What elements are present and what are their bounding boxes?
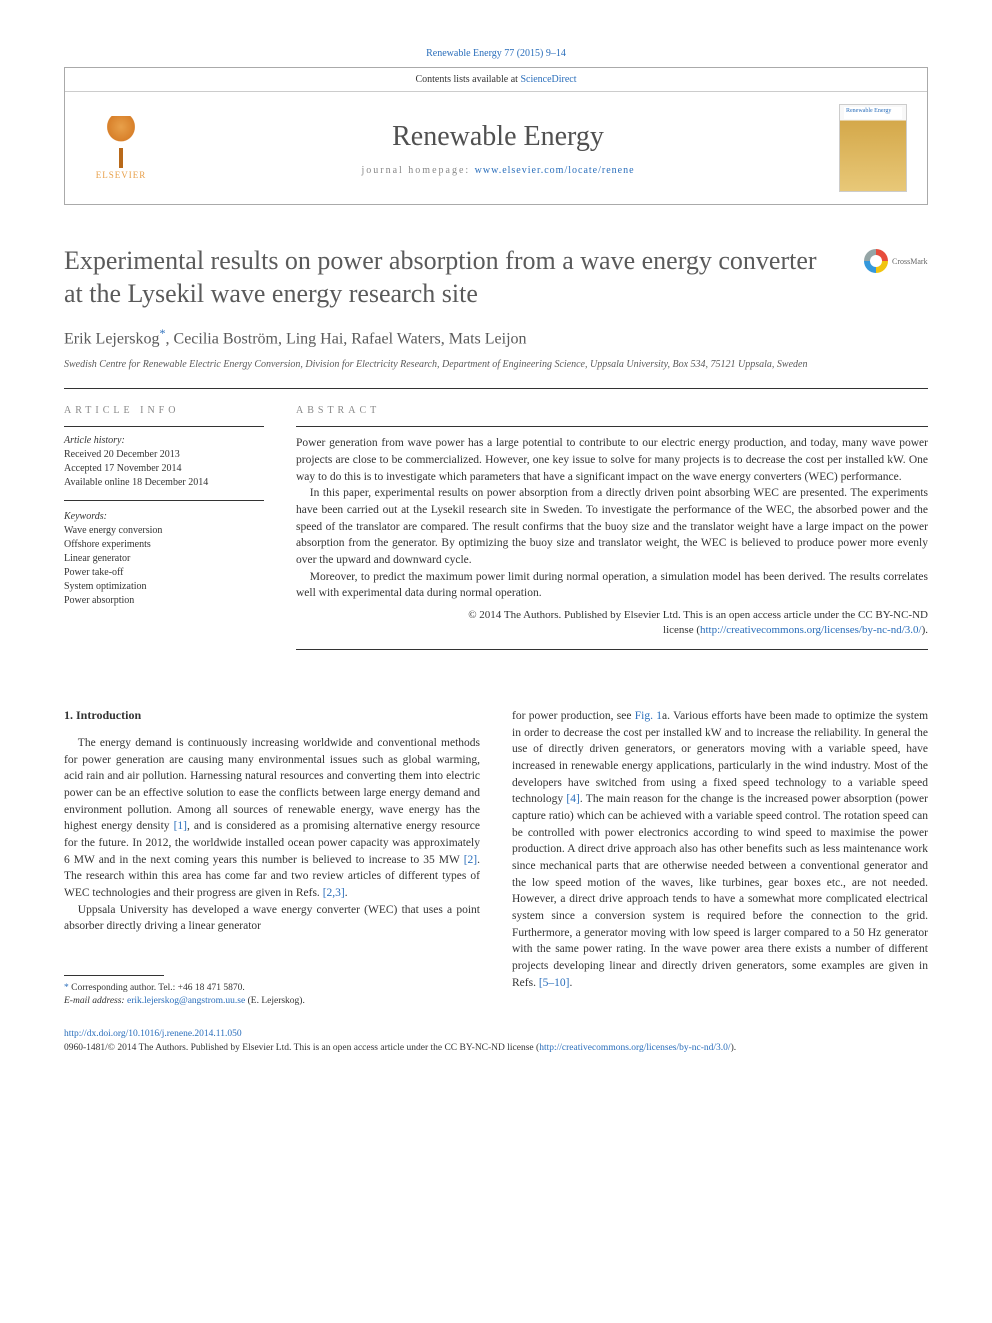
abstract-paragraph: In this paper, experimental results on p…	[296, 485, 928, 568]
crossmark-icon	[864, 249, 888, 273]
contents-prefix: Contents lists available at	[415, 74, 520, 85]
article-info-heading: ARTICLE INFO	[64, 405, 264, 416]
keywords-label: Keywords:	[64, 511, 264, 522]
email-link[interactable]: erik.lejerskog@angstrom.uu.se	[127, 996, 245, 1006]
article-info-block: ARTICLE INFO Article history: Received 2…	[64, 405, 264, 660]
footnote-mark: *	[64, 983, 69, 993]
copyright-text: © 2014 The Authors. Published by Elsevie…	[468, 609, 928, 621]
body-paragraph: for power production, see Fig. 1a. Vario…	[512, 708, 928, 991]
article-title: Experimental results on power absorption…	[64, 245, 864, 310]
abstract-paragraph: Moreover, to predict the maximum power l…	[296, 569, 928, 602]
journal-name: Renewable Energy	[157, 121, 839, 153]
copyright-suffix: ).	[922, 624, 928, 636]
elsevier-tree-icon	[97, 116, 145, 168]
body-text-run: for power production, see	[512, 710, 635, 722]
corresponding-footnote: * Corresponding author. Tel.: +46 18 471…	[64, 982, 480, 1009]
abstract-heading: ABSTRACT	[296, 405, 928, 416]
body-paragraph: The energy demand is continuously increa…	[64, 735, 480, 902]
author-corresponding: Erik Lejerskog	[64, 330, 160, 347]
elsevier-logo: ELSEVIER	[85, 108, 157, 188]
body-text-run: a. Various efforts have been made to opt…	[512, 710, 928, 805]
keyword: Power take-off	[64, 566, 264, 580]
divider	[296, 426, 928, 427]
body-text-run: .	[570, 977, 573, 989]
authors-rest: , Cecilia Boström, Ling Hai, Rafael Wate…	[166, 330, 527, 347]
copyright-prefix: license (	[663, 624, 700, 636]
footnote-text: Corresponding author. Tel.: +46 18 471 5…	[71, 983, 245, 993]
accepted-date: Accepted 17 November 2014	[64, 462, 264, 476]
footnote-separator	[64, 975, 164, 976]
citation-link[interactable]: [4]	[566, 793, 579, 805]
body-text-run: . The main reason for the change is the …	[512, 793, 928, 988]
body-column-right: for power production, see Fig. 1a. Vario…	[512, 708, 928, 1009]
email-label: E-mail address:	[64, 996, 127, 1006]
citation-link[interactable]: [2,3]	[323, 887, 345, 899]
citation-link[interactable]: [5–10]	[539, 977, 570, 989]
affiliation: Swedish Centre for Renewable Electric En…	[64, 358, 928, 372]
history-label: Article history:	[64, 435, 264, 446]
citation-link[interactable]: [2]	[464, 854, 477, 866]
body-text-run: The energy demand is continuously increa…	[64, 737, 480, 832]
citation-link[interactable]: [1]	[174, 820, 187, 832]
online-date: Available online 18 December 2014	[64, 476, 264, 490]
abstract-paragraph: Power generation from wave power has a l…	[296, 435, 928, 485]
author-list: Erik Lejerskog*, Cecilia Boström, Ling H…	[64, 326, 928, 348]
article-body: 1. Introduction The energy demand is con…	[64, 708, 928, 1009]
section-heading: 1. Introduction	[64, 708, 480, 723]
section-title: Introduction	[76, 708, 141, 722]
page-footer: http://dx.doi.org/10.1016/j.renene.2014.…	[64, 1028, 928, 1055]
journal-cover-thumbnail: Renewable Energy	[839, 104, 907, 192]
abstract-copyright: © 2014 The Authors. Published by Elsevie…	[296, 608, 928, 639]
keyword: Power absorption	[64, 594, 264, 608]
contents-link-row: Contents lists available at ScienceDirec…	[65, 68, 927, 92]
journal-header: Contents lists available at ScienceDirec…	[64, 67, 928, 205]
keyword: Linear generator	[64, 552, 264, 566]
section-number: 1.	[64, 708, 73, 722]
issn-text: 0960-1481/© 2014 The Authors. Published …	[64, 1043, 539, 1053]
journal-reference: Renewable Energy 77 (2015) 9–14	[64, 48, 928, 59]
body-text-run: .	[345, 887, 348, 899]
license-link[interactable]: http://creativecommons.org/licenses/by-n…	[700, 624, 922, 636]
elsevier-label: ELSEVIER	[96, 170, 147, 180]
sciencedirect-link[interactable]: ScienceDirect	[520, 74, 576, 85]
homepage-link[interactable]: www.elsevier.com/locate/renene	[475, 165, 635, 176]
cover-title: Renewable Energy	[846, 108, 891, 114]
divider	[64, 500, 264, 501]
received-date: Received 20 December 2013	[64, 448, 264, 462]
keyword: Wave energy conversion	[64, 524, 264, 538]
abstract-block: ABSTRACT Power generation from wave powe…	[296, 405, 928, 660]
divider	[64, 388, 928, 389]
issn-suffix: ).	[731, 1043, 737, 1053]
crossmark-label: CrossMark	[892, 257, 928, 266]
body-paragraph: Uppsala University has developed a wave …	[64, 902, 480, 935]
email-suffix: (E. Lejerskog).	[245, 996, 305, 1006]
doi-link[interactable]: http://dx.doi.org/10.1016/j.renene.2014.…	[64, 1029, 242, 1039]
figure-link[interactable]: Fig. 1	[635, 710, 662, 722]
homepage-prefix: journal homepage:	[361, 165, 474, 176]
keyword: Offshore experiments	[64, 538, 264, 552]
keyword: System optimization	[64, 580, 264, 594]
journal-homepage: journal homepage: www.elsevier.com/locat…	[157, 165, 839, 176]
divider	[64, 426, 264, 427]
footer-license-link[interactable]: http://creativecommons.org/licenses/by-n…	[539, 1043, 730, 1053]
divider	[296, 649, 928, 650]
body-column-left: 1. Introduction The energy demand is con…	[64, 708, 480, 1009]
crossmark-badge[interactable]: CrossMark	[864, 245, 928, 277]
